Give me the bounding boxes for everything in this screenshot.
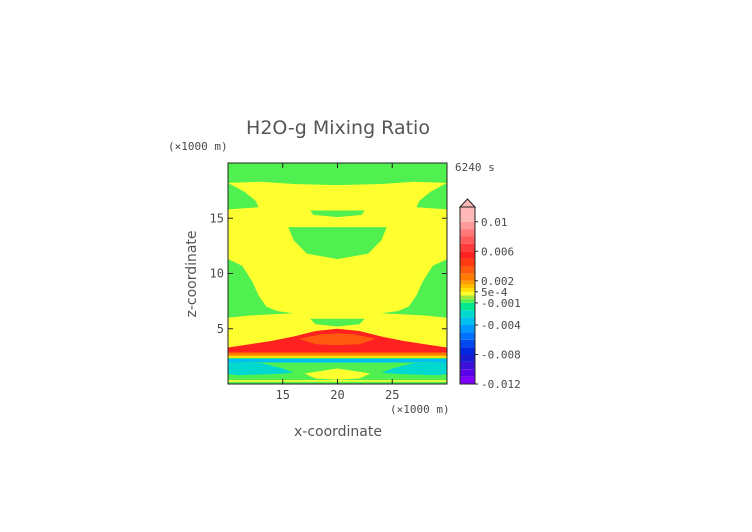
colorbar-swatch-25 bbox=[460, 207, 475, 222]
contour-region-7 bbox=[381, 259, 447, 318]
colorbar-swatch-1 bbox=[460, 369, 475, 377]
colorbar-swatch-13 bbox=[460, 291, 475, 296]
colorbar bbox=[458, 198, 477, 385]
x-axis: 15 20 25 bbox=[276, 163, 399, 402]
colorbar-frame bbox=[459, 206, 476, 385]
contour-region-17 bbox=[304, 368, 371, 380]
colorbar-swatch-24 bbox=[460, 221, 475, 230]
colorbar-tick-label: 0.006 bbox=[481, 245, 514, 258]
heatmap-plot-area bbox=[228, 163, 447, 384]
colorbar-swatch-20 bbox=[460, 251, 475, 259]
colorbar-swatch-2 bbox=[460, 361, 475, 370]
colorbar-swatch-10 bbox=[460, 302, 475, 311]
chart-title: H2O-g Mixing Ratio bbox=[246, 117, 430, 139]
y-unit-label: (×1000 m) bbox=[168, 140, 228, 153]
contour-region-14 bbox=[228, 358, 447, 363]
colorbar-swatch-0 bbox=[460, 376, 475, 384]
colorbar-swatch-15 bbox=[460, 284, 475, 289]
x-tick-label: 25 bbox=[385, 388, 399, 402]
colorbar-swatch-3 bbox=[460, 354, 475, 362]
colorbar-swatch-16 bbox=[460, 280, 475, 285]
colorbar-swatch-18 bbox=[460, 266, 475, 274]
colorbar-tick-label: -0.008 bbox=[481, 349, 521, 362]
x-unit-label: (×1000 m) bbox=[390, 403, 450, 416]
contour-region-2 bbox=[228, 182, 259, 210]
colorbar-tick-label: 5e-4 bbox=[481, 286, 508, 299]
colorbar-swatch-5 bbox=[460, 339, 475, 348]
y-tick-label: 10 bbox=[210, 267, 224, 281]
colorbar-swatch-4 bbox=[460, 347, 475, 355]
colorbar-swatch-21 bbox=[460, 243, 475, 252]
contour-region-4 bbox=[288, 227, 387, 260]
contour-region-11 bbox=[228, 352, 447, 356]
colorbar-swatch-9 bbox=[460, 310, 475, 318]
colorbar-swatch-17 bbox=[460, 273, 475, 281]
contour-region-5 bbox=[310, 210, 365, 218]
x-tick-label: 15 bbox=[276, 388, 290, 402]
colorbar-swatch-7 bbox=[460, 325, 475, 333]
colorbar-swatch-12 bbox=[460, 295, 475, 300]
contour-region-3 bbox=[416, 182, 447, 210]
contour-region-15 bbox=[228, 362, 294, 376]
colorbar-swatch-19 bbox=[460, 258, 475, 266]
contour-region-6 bbox=[228, 259, 294, 318]
colorbar-swatch-8 bbox=[460, 317, 475, 325]
colorbar-tick-label: 0.01 bbox=[481, 216, 508, 229]
contour-region-0 bbox=[228, 163, 447, 384]
colorbar-swatch-11 bbox=[460, 299, 475, 303]
y-axis-title: z-coordinate bbox=[184, 230, 200, 317]
colorbar-swatch-14 bbox=[460, 288, 475, 292]
colorbar-swatch-6 bbox=[460, 332, 475, 340]
x-axis-title: x-coordinate bbox=[294, 424, 382, 440]
colorbar-over-triangle bbox=[458, 198, 477, 208]
colorbar-tick-label: -0.001 bbox=[481, 297, 521, 310]
colorbar-swatch-23 bbox=[460, 229, 475, 237]
colorbar-tick-label: -0.012 bbox=[481, 378, 521, 391]
x-tick-label: 20 bbox=[330, 388, 344, 402]
colorbar-tick-label: 0.002 bbox=[481, 275, 514, 288]
contour-region-16 bbox=[381, 362, 447, 376]
contour-region-1 bbox=[228, 163, 447, 186]
colorbar-swatch-22 bbox=[460, 236, 475, 244]
y-axis: 5 10 15 bbox=[210, 211, 447, 336]
colorbar-tick-label: -0.004 bbox=[481, 319, 521, 332]
y-tick-label: 5 bbox=[217, 322, 224, 336]
contour-region-10 bbox=[299, 333, 376, 346]
contour-region-12 bbox=[228, 355, 447, 358]
y-tick-label: 15 bbox=[210, 211, 224, 225]
time-label: 6240 s bbox=[455, 161, 495, 174]
contour-region-8 bbox=[310, 318, 365, 327]
